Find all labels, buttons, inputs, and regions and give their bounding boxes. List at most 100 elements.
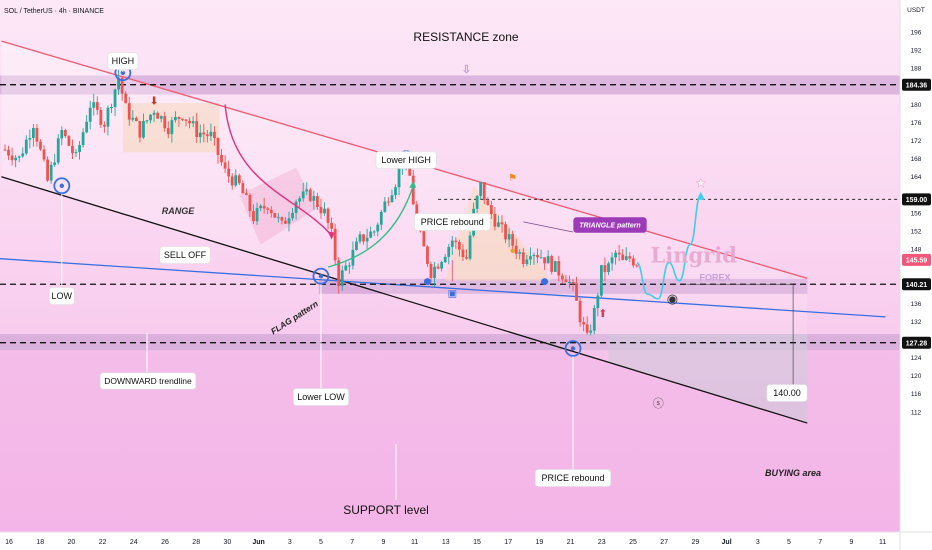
candle-body-111: [397, 167, 401, 188]
pivot-dot-2: [318, 273, 324, 279]
candle-body-146: [521, 252, 525, 264]
candle-body-80: [287, 218, 291, 224]
candle-body-118: [422, 231, 426, 247]
x-tick-27: 9: [849, 539, 853, 546]
support-touch-dot-1: [541, 278, 549, 286]
candle-body-133: [475, 196, 479, 209]
candle-body-171: [610, 257, 614, 264]
label-price-rebound-bottom: PRICE rebound: [541, 473, 604, 483]
candle-body-36: [131, 117, 135, 120]
candle-body-53: [191, 121, 195, 124]
candle-body-97: [347, 265, 351, 267]
candle-body-25: [92, 102, 96, 108]
candle-body-162: [578, 300, 582, 323]
candle-body-141: [504, 224, 507, 240]
candle-body-39: [142, 121, 145, 138]
candle-body-138: [493, 214, 497, 227]
candle-body-95: [340, 270, 344, 287]
label-lower-high-box: [375, 151, 437, 169]
projection-path: [636, 194, 702, 300]
candle-body-164: [585, 324, 589, 333]
candle-body-33: [120, 77, 124, 94]
pivot-dot-4: [570, 346, 576, 351]
candle-body-16: [60, 130, 64, 139]
y-tick-14: 168: [911, 156, 922, 163]
candle-body-15: [56, 138, 60, 163]
candle-body-106: [379, 211, 383, 225]
watermark-sub: FOREX: [699, 273, 730, 283]
rocket-up-icon: ⬆: [598, 308, 607, 320]
y-axis-panel: [900, 0, 932, 550]
candle-body-37: [134, 117, 138, 122]
candle-body-173: [617, 252, 621, 255]
candle-body-79: [284, 220, 287, 224]
x-tick-13: 11: [411, 539, 418, 546]
x-tick-1: 18: [36, 539, 44, 546]
x-tick-4: 24: [130, 539, 138, 546]
candle-body-142: [507, 234, 511, 240]
y-tick-21: 196: [911, 30, 922, 37]
candle-body-44: [159, 116, 163, 119]
label-sell-off-box: [159, 246, 211, 264]
flag-icon: ⚑: [508, 173, 517, 184]
candle-body-155: [553, 261, 557, 272]
label-buying-area: BUYING area: [765, 468, 821, 478]
candle-body-4: [17, 156, 21, 158]
rebound-curve: [327, 185, 414, 268]
x-tick-19: 23: [598, 539, 606, 546]
candle-body-22: [81, 132, 85, 146]
y-tick-11: 156: [911, 210, 922, 217]
candle-body-160: [571, 282, 575, 284]
candle-body-12: [46, 159, 49, 181]
candle-body-115: [411, 175, 415, 205]
x-tick-14: 13: [442, 539, 450, 546]
label-downward-trendline: DOWNWARD trendline: [104, 376, 192, 386]
label-price-rebound-bottom-box: [534, 469, 612, 487]
level-badge-text-3: 127.28: [906, 340, 928, 347]
label-low-box: [48, 287, 75, 305]
candle-body-83: [298, 198, 302, 202]
x-tick-18: 21: [567, 539, 575, 546]
label-high-box: [107, 52, 139, 70]
label-triangle-pattern-box: [573, 217, 647, 233]
candle-body-121: [433, 266, 436, 279]
candle-body-8: [32, 127, 35, 139]
current-price-badge: [902, 253, 931, 266]
target-star-icon: ★: [695, 176, 706, 190]
candle-body-19: [71, 145, 74, 154]
candle-body-0: [3, 149, 7, 151]
candle-body-170: [607, 263, 610, 273]
y-tick-5: 132: [911, 319, 922, 326]
candle-body-67: [241, 183, 245, 194]
candle-body-43: [156, 112, 160, 119]
candle-body-81: [291, 212, 294, 219]
candle-body-165: [589, 330, 593, 333]
pivot-circle-0: [53, 177, 71, 195]
candle-body-27: [99, 109, 103, 125]
candle-body-35: [127, 103, 131, 120]
candle-body-150: [536, 254, 539, 258]
candle-body-139: [497, 222, 500, 227]
x-tick-11: 7: [350, 539, 354, 546]
y-tick-16: 176: [911, 120, 922, 127]
candle-body-32: [117, 77, 120, 90]
candle-body-48: [174, 117, 177, 121]
rocket-down-icon: ⬇: [149, 95, 158, 107]
candle-body-136: [486, 200, 490, 206]
level-badge-text-0: 184.36: [906, 82, 928, 89]
x-tick-26: 7: [818, 539, 822, 546]
candle-body-73: [262, 205, 266, 209]
snail-icon: ●: [510, 246, 516, 257]
candle-body-108: [387, 201, 390, 203]
candle-body-63: [227, 168, 231, 177]
projection-arrowhead: [696, 191, 705, 200]
y-tick-9: 148: [911, 247, 922, 254]
candle-body-89: [319, 207, 323, 214]
candle-body-69: [248, 194, 252, 212]
support-touch-dot-0: [423, 278, 431, 286]
candle-body-177: [631, 258, 635, 266]
candle-body-50: [181, 118, 184, 120]
label-downward-trendline-box: [99, 372, 197, 390]
